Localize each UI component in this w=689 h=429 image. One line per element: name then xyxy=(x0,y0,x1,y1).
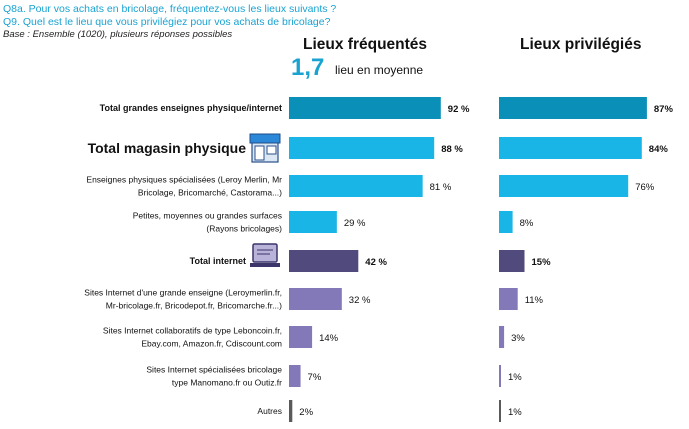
laptop-icon xyxy=(252,243,278,263)
bar-privilegies xyxy=(499,175,629,197)
bar-privilegies xyxy=(499,326,505,348)
question-q8a: Q8a. Pour vos achats en bricolage, fréqu… xyxy=(3,3,337,15)
average-value: 1,7 xyxy=(291,54,325,81)
category-label: (Rayons bricolages) xyxy=(206,223,282,233)
bar-privilegies xyxy=(499,137,642,159)
bar-frequentes xyxy=(289,288,342,310)
data-label: 14% xyxy=(319,333,339,344)
data-label: 7% xyxy=(308,372,322,383)
column-title-frequentes: Lieux fréquentés xyxy=(303,36,428,53)
bar-frequentes xyxy=(289,400,293,422)
store-door xyxy=(254,145,265,161)
data-label: 11% xyxy=(525,295,544,306)
category-label: Petites, moyennes ou grandes surfaces xyxy=(133,210,282,220)
data-label: 29 % xyxy=(344,218,366,229)
category-label: Sites Internet collaboratifs de type Leb… xyxy=(103,325,282,335)
category-label: Autres xyxy=(257,406,282,416)
bar-privilegies xyxy=(499,365,501,387)
bar-frequentes xyxy=(289,250,359,272)
data-label: 3% xyxy=(511,333,525,344)
data-label: 8% xyxy=(520,218,534,229)
category-label: Mr-bricolage.fr, Bricodepot.fr, Bricomar… xyxy=(106,300,282,310)
data-label: 2% xyxy=(299,407,313,418)
data-label: 1% xyxy=(508,372,522,383)
category-label: Enseignes physiques spécialisées (Leroy … xyxy=(86,174,282,184)
data-label: 84% xyxy=(649,144,669,155)
category-label: Sites Internet spécialisées bricolage xyxy=(146,364,282,374)
data-label: 87% xyxy=(654,104,674,115)
data-label: 76% xyxy=(635,182,655,193)
store-window xyxy=(266,145,277,155)
bar-privilegies xyxy=(499,400,501,422)
category-label: Ebay.com, Amazon.fr, Cdiscount.com xyxy=(141,338,282,348)
bar-privilegies xyxy=(499,250,525,272)
bar-privilegies xyxy=(499,97,647,119)
data-label: 92 % xyxy=(448,104,470,115)
data-label: 81 % xyxy=(430,182,452,193)
category-label: type Manomano.fr ou Outiz.fr xyxy=(172,377,282,387)
bar-frequentes xyxy=(289,326,313,348)
bar-frequentes xyxy=(289,175,423,197)
data-label: 42 % xyxy=(365,257,387,268)
bar-privilegies xyxy=(499,211,513,233)
category-label: Total grandes enseignes physique/interne… xyxy=(100,103,282,113)
category-label: Bricolage, Bricomarché, Castorama...) xyxy=(138,187,282,197)
bar-frequentes xyxy=(289,97,441,119)
bar-frequentes xyxy=(289,365,301,387)
data-label: 1% xyxy=(508,407,522,418)
bar-privilegies xyxy=(499,288,518,310)
category-label: Sites Internet d'une grande enseigne (Le… xyxy=(84,287,282,297)
data-label: 15% xyxy=(532,257,552,268)
laptop-base xyxy=(250,263,280,267)
category-label: Total magasin physique xyxy=(88,140,247,156)
base-note: Base : Ensemble (1020), plusieurs répons… xyxy=(3,29,233,40)
data-label: 32 % xyxy=(349,295,371,306)
bar-frequentes xyxy=(289,211,337,233)
column-title-privilegies: Lieux privilégiés xyxy=(520,36,642,53)
data-label: 88 % xyxy=(441,144,463,155)
average-label: lieu en moyenne xyxy=(335,63,424,77)
category-label: Total internet xyxy=(190,256,246,266)
store-awning xyxy=(249,133,281,144)
question-q9: Q9. Quel est le lieu que vous privilégie… xyxy=(3,16,331,28)
bar-frequentes xyxy=(289,137,435,159)
